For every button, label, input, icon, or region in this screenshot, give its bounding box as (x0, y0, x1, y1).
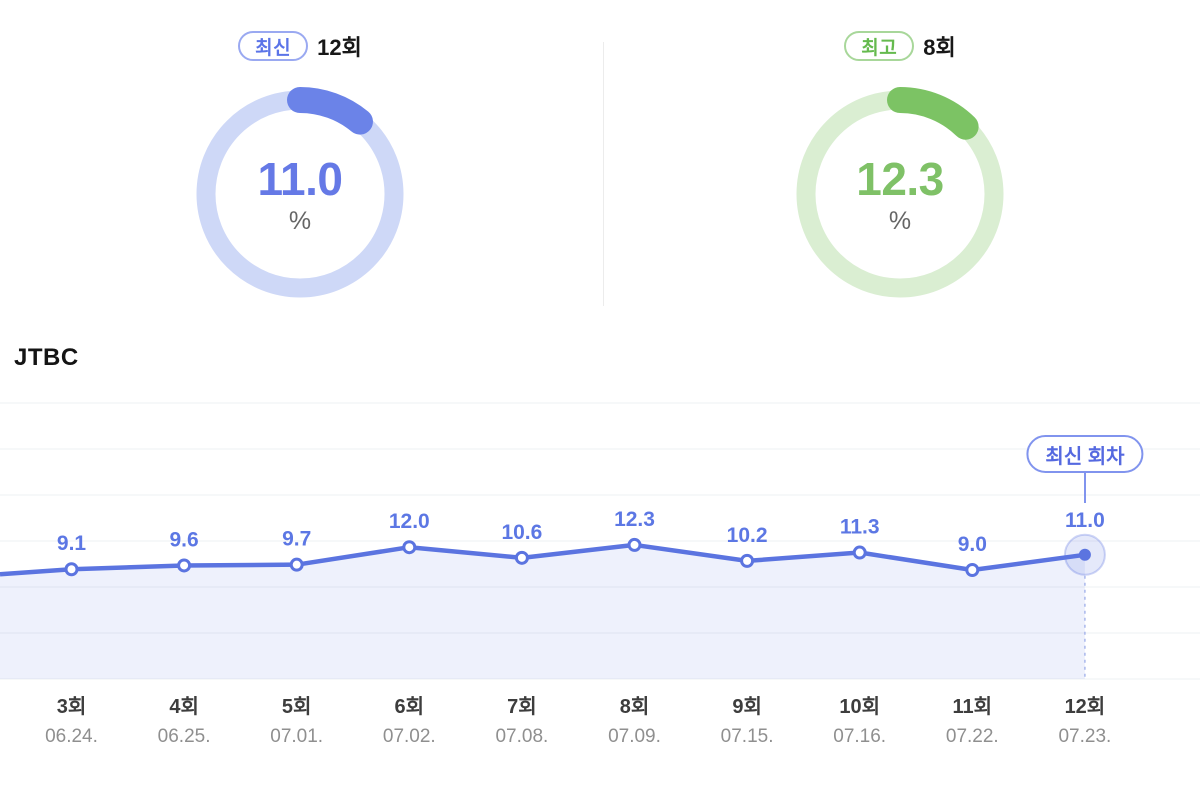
best-donut-chart: 12.3 % (793, 87, 1007, 301)
data-point[interactable] (627, 537, 642, 552)
episode-tick-label: 8회 (619, 696, 650, 718)
date-tick-label: 07.23. (1058, 726, 1112, 747)
chart-area-fill (0, 544, 1085, 679)
x-axis-label: 12회 07.23. (1029, 696, 1141, 748)
date-tick-label: 07.15. (720, 726, 774, 747)
tooltip-connector-line (1084, 473, 1086, 503)
date-tick-label: 07.02. (382, 726, 436, 747)
episode-tick-label: 6회 (394, 696, 425, 718)
date-tick-label: 07.22. (945, 726, 999, 747)
x-axis-label: 7회 07.08. (466, 696, 578, 748)
data-point-value: 9.6 (169, 528, 198, 551)
data-point-value: 9.1 (57, 532, 87, 555)
data-point-value: 12.3 (614, 508, 655, 531)
date-tick-label: 07.16. (833, 726, 887, 747)
x-axis-label: 11회 07.22. (916, 696, 1028, 748)
latest-data-point[interactable] (1078, 548, 1091, 561)
episode-tick-label: 11회 (952, 696, 993, 718)
data-point[interactable] (852, 545, 867, 560)
episode-tick-label: 3회 (56, 696, 87, 718)
episode-tick-label: 9회 (732, 696, 762, 718)
x-axis-label: 8회 07.09. (579, 696, 691, 748)
data-point[interactable] (402, 540, 417, 555)
latest-rating-unit: % (288, 207, 312, 235)
date-tick-label: 07.09. (608, 726, 661, 747)
episode-tick-label: 4회 (169, 696, 199, 718)
data-point[interactable] (740, 553, 755, 568)
latest-donut-chart: 11.0 % (193, 87, 407, 301)
x-axis-label: 9회 07.15. (691, 696, 803, 748)
episode-tick-label: 5회 (281, 696, 312, 718)
best-episode-label: 8회 (923, 35, 956, 60)
episode-tick-label: 12회 (1064, 696, 1106, 718)
date-tick-label: 06.24. (45, 726, 98, 747)
data-point-value: 11.3 (840, 516, 880, 539)
data-point[interactable] (965, 563, 980, 577)
latest-rating-value: 11.0 (257, 153, 344, 205)
data-point[interactable] (64, 562, 79, 577)
vertical-divider (603, 42, 604, 306)
data-point[interactable] (514, 550, 529, 565)
ratings-line-chart[interactable]: 9.1 9.6 9.7 12.0 10.6 12.3 10.2 11.3 9.0 11.0 (0, 395, 1200, 685)
best-card-header: 최고 8회 (844, 31, 956, 61)
episode-tick-label: 10회 (839, 696, 881, 718)
episode-tick-label: 7회 (507, 696, 537, 718)
latest-donut-ring (193, 87, 407, 301)
latest-badge: 최신 (238, 31, 309, 61)
x-axis-label: 4회 06.25. (128, 696, 240, 748)
data-point[interactable] (177, 558, 192, 573)
x-axis-label: 6회 07.02. (353, 696, 465, 748)
latest-episode-tooltip: 최신 회차 (1026, 435, 1144, 473)
x-axis-label: 3회 06.24. (16, 696, 128, 748)
best-episode-card: 최고 8회 12.3 % (600, 0, 1200, 330)
date-tick-label: 07.08. (495, 726, 549, 747)
best-badge: 최고 (844, 31, 915, 61)
data-point-value: 9.0 (958, 533, 987, 556)
data-point-value: 11.0 (1065, 509, 1105, 532)
latest-episode-label: 12회 (317, 35, 362, 60)
channel-label: JTBC (14, 344, 79, 371)
data-point-value: 12.0 (389, 510, 430, 533)
data-point[interactable] (289, 557, 304, 572)
date-tick-label: 07.01. (270, 726, 324, 747)
x-axis-label: 10회 07.16. (804, 696, 916, 748)
latest-card-header: 최신 12회 (238, 31, 362, 61)
latest-donut-center: 11.0 % (193, 87, 407, 301)
best-donut-ring (793, 87, 1007, 301)
x-axis-label: 5회 07.01. (241, 696, 353, 748)
best-donut-center: 12.3 % (793, 87, 1007, 301)
best-rating-value: 12.3 (856, 153, 944, 205)
summary-cards: 최신 12회 11.0 % 최고 8회 (0, 0, 1200, 330)
data-point-value: 9.7 (282, 528, 311, 551)
data-point-value: 10.6 (501, 521, 542, 544)
best-rating-unit: % (888, 207, 912, 235)
data-point-value: 10.2 (727, 524, 768, 547)
date-tick-label: 06.25. (157, 726, 211, 747)
latest-episode-card: 최신 12회 11.0 % (0, 0, 600, 330)
